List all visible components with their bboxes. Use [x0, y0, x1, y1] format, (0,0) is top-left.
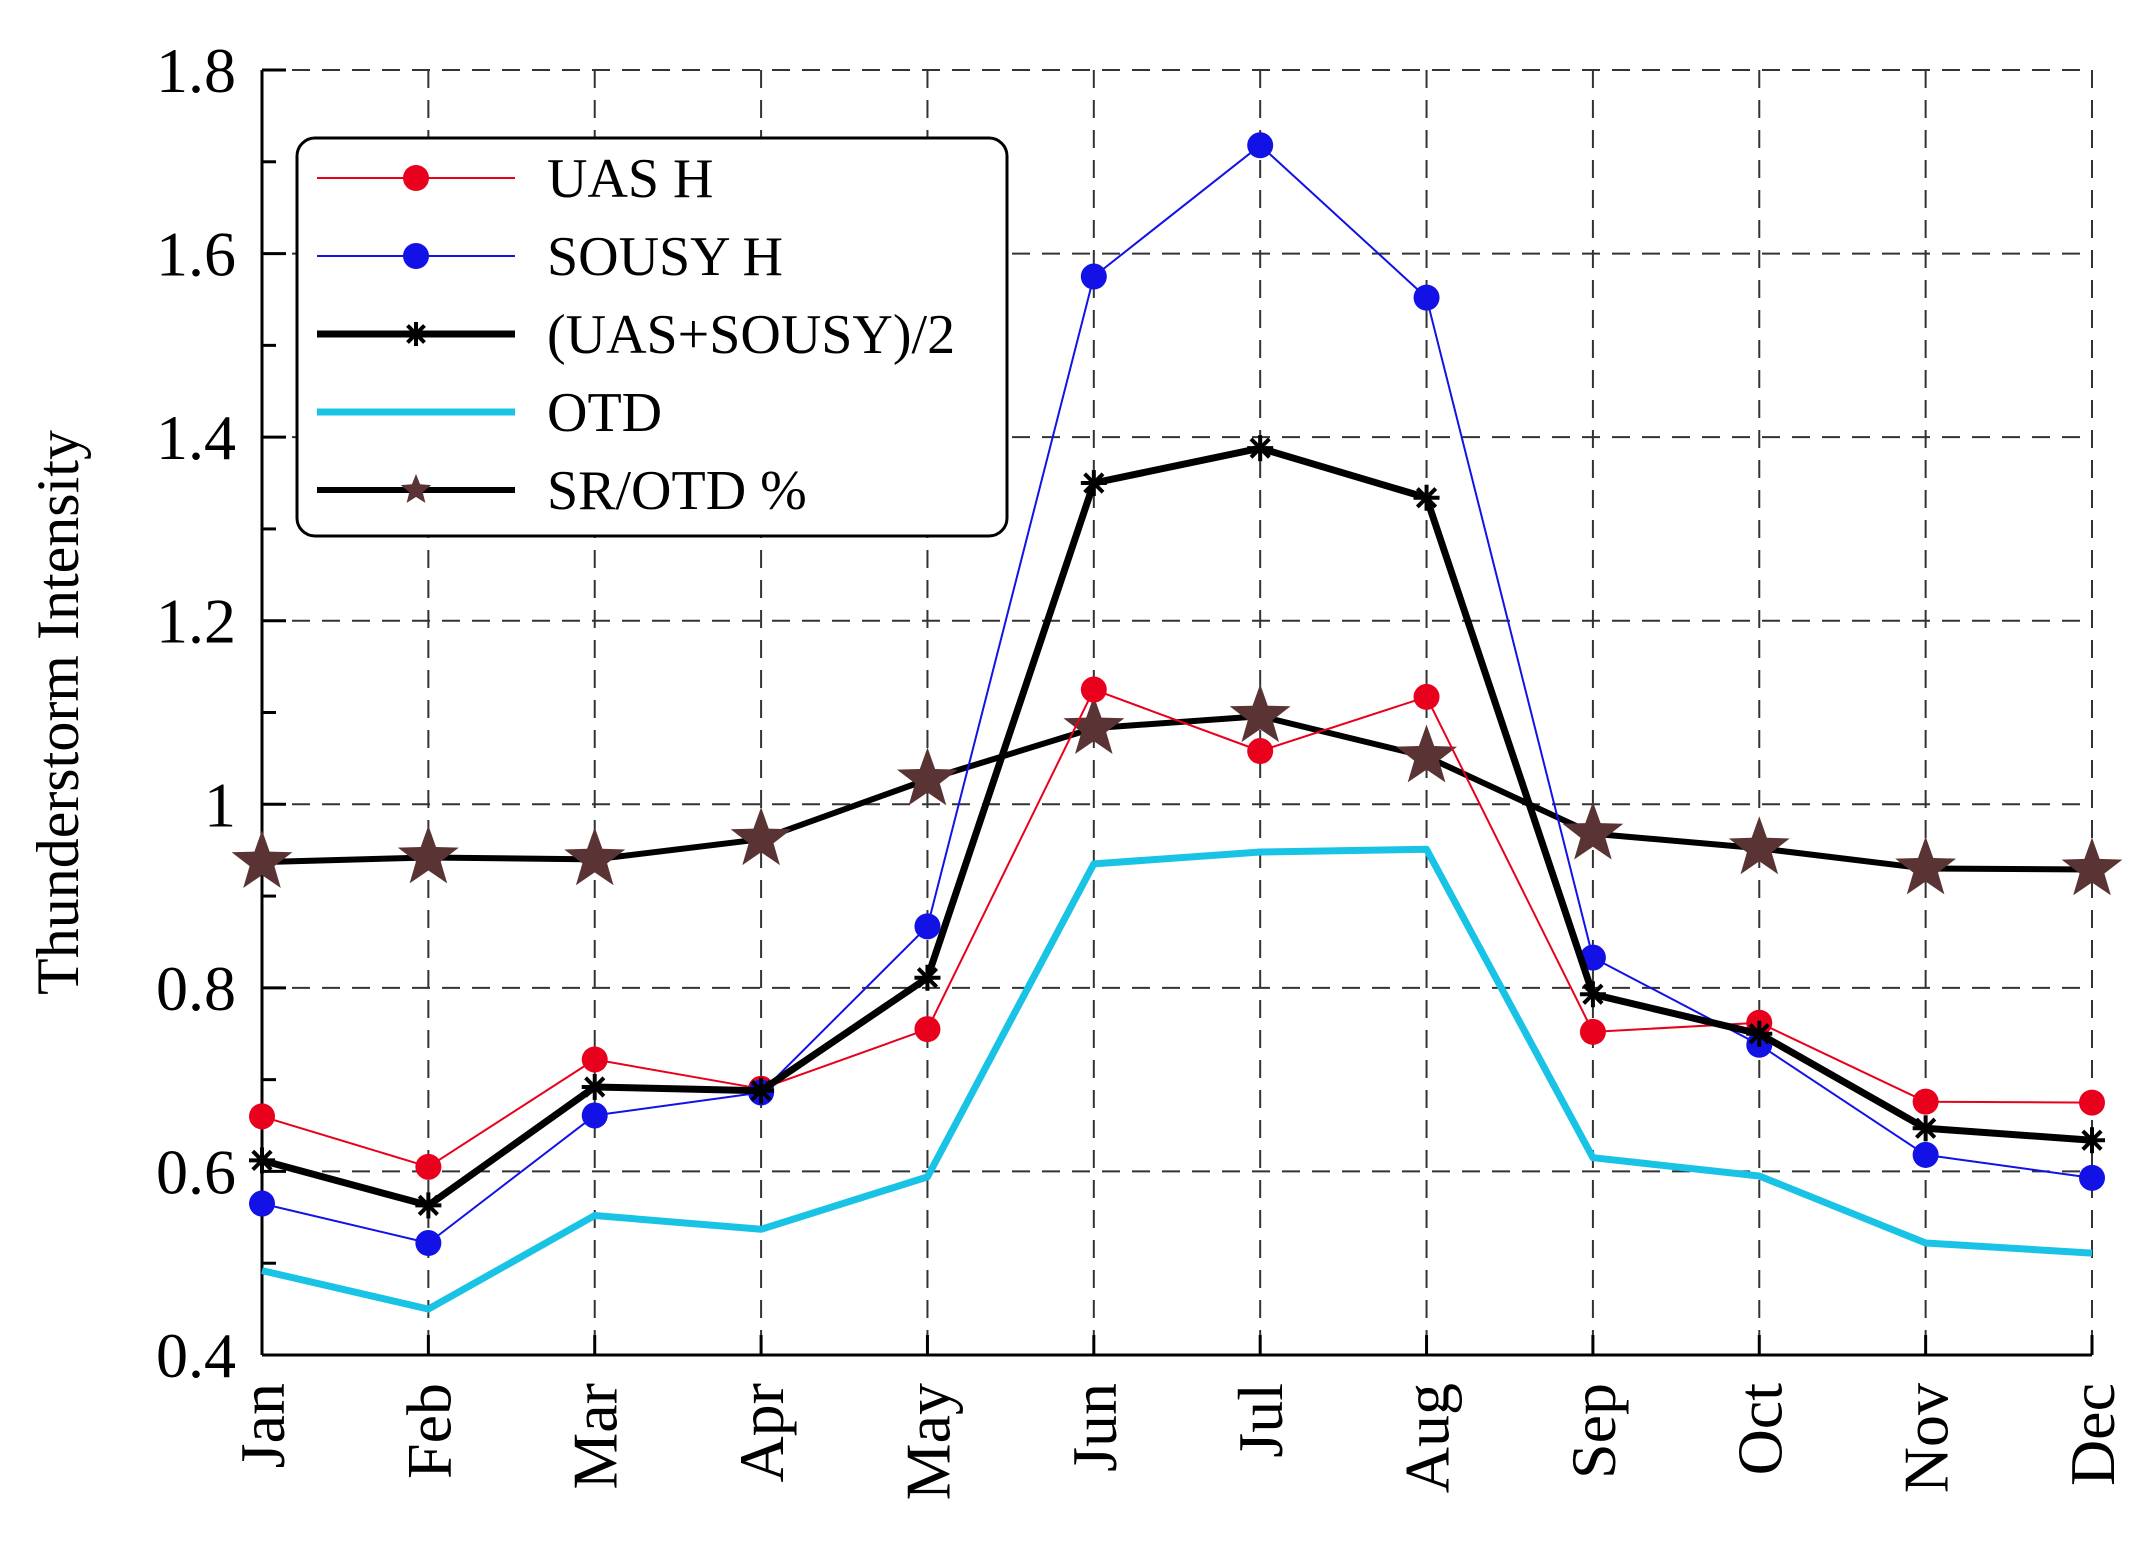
legend-label: SOUSY H	[547, 226, 783, 288]
data-point-sr-otd	[1396, 724, 1457, 783]
tick-labels: 0.4 0.6 0.8 1 1.2 1.4 1.6 1.8 Jan Feb Mar Apr May Jun…	[156, 35, 2128, 1500]
legend-swatch-marker	[403, 243, 429, 269]
data-point-uas-h	[1413, 683, 1440, 710]
y-tick-label: 1	[204, 769, 236, 840]
data-point-uas-sousy-2	[1080, 470, 1107, 497]
y-tick-label: 0.8	[156, 953, 236, 1024]
x-tick-label: Aug	[1392, 1383, 1463, 1493]
data-point-uas-sousy-2	[249, 1147, 275, 1174]
data-point-sousy-h	[415, 1230, 442, 1257]
y-tick-label: 1.8	[156, 35, 236, 106]
legend-entry-sr-otd: SR/OTD %	[317, 460, 807, 522]
legend-box	[295, 136, 1009, 538]
data-point-sr-otd	[1562, 801, 1624, 860]
data-point-uas-h	[1579, 1018, 1606, 1045]
legend: UAS H SOUSY H (UAS+SOUSY)/2 OTD SR/OTD %	[295, 136, 1009, 538]
data-point-uas-sousy-2	[748, 1077, 775, 1104]
data-point-uas-sousy-2	[2079, 1127, 2105, 1154]
data-point-sousy-h	[1080, 263, 1107, 290]
series-group	[231, 132, 2123, 1313]
series-sr-otd	[231, 684, 2123, 896]
y-axis-title: Thunderstorm Intensity	[25, 430, 91, 995]
data-point-uas-sousy-2	[1912, 1115, 1939, 1142]
data-point-uas-h	[415, 1153, 442, 1180]
x-tick-label: Apr	[726, 1383, 797, 1483]
data-point-uas-h	[2079, 1089, 2105, 1116]
x-tick-label: Mar	[560, 1383, 631, 1490]
legend-entry-sousy-h: SOUSY H	[317, 226, 783, 288]
y-tick-label: 1.2	[156, 586, 236, 657]
data-point-uas-h	[1080, 676, 1107, 703]
series-line-uas-h	[261, 688, 2093, 1168]
legend-label: (UAS+SOUSY)/2	[547, 304, 955, 366]
legend-entry-uas-h: UAS H	[317, 148, 713, 210]
axes	[260, 68, 2094, 1357]
series-line-otd	[261, 845, 2093, 1313]
data-point-uas-h	[581, 1046, 608, 1073]
data-point-sr-otd	[1229, 684, 1291, 743]
x-tick-label: Feb	[393, 1383, 464, 1479]
data-point-sousy-h	[249, 1190, 275, 1217]
y-tick-label: 1.6	[156, 219, 236, 290]
legend-label: UAS H	[547, 148, 713, 210]
x-tick-label: May	[892, 1383, 963, 1500]
data-point-sr-otd	[1728, 816, 1790, 875]
x-tick-label: Jan	[227, 1383, 298, 1468]
series-line-uas-sousy-2	[261, 444, 2093, 1209]
data-point-sr-otd	[1063, 696, 1125, 754]
data-point-sr-otd	[231, 830, 293, 888]
data-point-uas-sousy-2	[1579, 981, 1606, 1008]
x-tick-label: Jul	[1225, 1383, 1296, 1458]
data-point-sr-otd	[1895, 836, 1957, 895]
legend-entry-uas-sousy-2: (UAS+SOUSY)/2	[317, 304, 955, 366]
data-point-sr-otd	[2061, 837, 2123, 896]
x-tick-label: Nov	[1891, 1383, 1962, 1493]
data-point-sousy-h	[581, 1102, 608, 1129]
legend-swatch-marker	[400, 474, 432, 503]
data-point-uas-sousy-2	[1247, 435, 1274, 462]
data-point-sr-otd	[897, 747, 958, 806]
x-tick-label: Oct	[1724, 1383, 1795, 1476]
data-point-sousy-h	[914, 913, 941, 940]
data-point-uas-sousy-2	[415, 1192, 442, 1219]
legend-swatch-marker	[403, 165, 429, 191]
series-uas-h	[249, 676, 2105, 1180]
data-point-uas-sousy-2	[914, 964, 941, 991]
data-point-uas-sousy-2	[1413, 484, 1440, 511]
x-tick-label: Sep	[1558, 1383, 1629, 1479]
data-point-uas-h	[1912, 1088, 1939, 1115]
y-tick-label: 0.6	[156, 1136, 236, 1207]
legend-label: SR/OTD %	[547, 460, 807, 522]
data-point-sr-otd	[564, 827, 626, 886]
legend-entry-otd: OTD	[317, 382, 662, 444]
data-point-uas-sousy-2	[1746, 1020, 1773, 1047]
data-point-uas-h	[249, 1103, 275, 1130]
x-tick-label: Jun	[1059, 1383, 1130, 1472]
series-uas-sousy-2	[249, 435, 2105, 1219]
series-line-sousy-h	[261, 144, 2093, 1244]
data-point-uas-sousy-2	[581, 1073, 608, 1100]
x-tick-label: Dec	[2057, 1383, 2128, 1486]
series-otd	[261, 845, 2093, 1313]
data-point-uas-h	[914, 1016, 941, 1043]
legend-swatch-marker	[404, 322, 428, 346]
y-tick-label: 1.4	[156, 402, 236, 473]
data-point-sousy-h	[1247, 132, 1274, 159]
legend-label: OTD	[547, 382, 662, 444]
data-point-sousy-h	[2079, 1164, 2105, 1191]
data-point-sousy-h	[1912, 1141, 1939, 1168]
data-point-sr-otd	[730, 807, 792, 866]
data-point-uas-h	[1247, 738, 1274, 765]
data-point-sr-otd	[397, 825, 459, 884]
series-line-sr-otd	[261, 713, 2093, 873]
y-tick-label: 0.4	[156, 1320, 236, 1391]
data-point-sousy-h	[1413, 284, 1440, 311]
